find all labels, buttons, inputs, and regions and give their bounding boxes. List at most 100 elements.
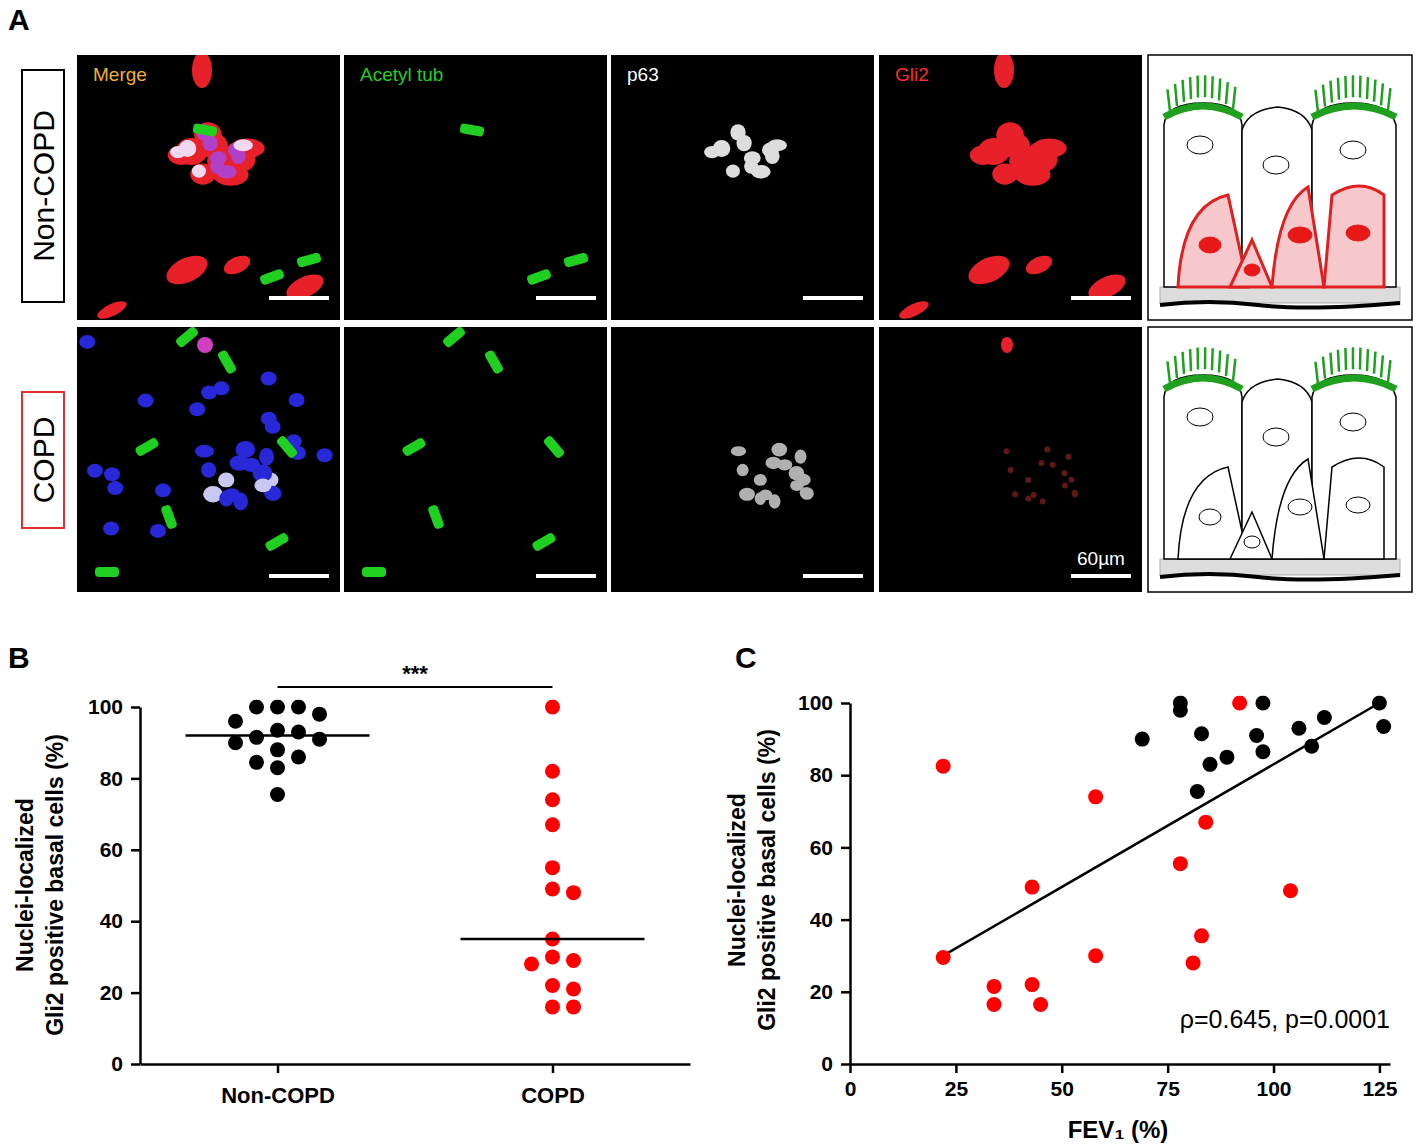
basal-cell (1324, 186, 1384, 287)
cilia-base (1164, 106, 1242, 117)
data-point (545, 978, 560, 993)
image-background (611, 55, 874, 320)
cell-cytoplasm (1066, 454, 1072, 460)
cell-cytoplasm (996, 122, 1024, 148)
data-point (1173, 856, 1188, 871)
tick-label: 100 (798, 691, 833, 714)
plot-area (186, 700, 645, 1015)
cilium (1219, 79, 1220, 101)
row-label-box (22, 70, 64, 302)
tick-label: 0 (821, 1052, 833, 1075)
nucleus (155, 483, 171, 497)
tick-mark (955, 1064, 958, 1073)
cilium (1381, 355, 1383, 377)
cilium (1359, 76, 1362, 98)
cell-cytoplasm (1003, 448, 1009, 454)
nucleus (265, 420, 281, 434)
tick: 100 (88, 695, 140, 718)
cilia (160, 504, 178, 530)
basal-nucleus (1244, 264, 1260, 276)
cell-cytoplasm (1072, 490, 1078, 496)
data-point (1376, 719, 1391, 734)
image-background (879, 327, 1142, 592)
data-point (270, 742, 285, 757)
data-point (1025, 977, 1040, 992)
basal-cell (1272, 187, 1324, 287)
micrograph (879, 327, 1142, 592)
cilia (531, 532, 557, 553)
tick-mark (552, 1064, 555, 1073)
cilia (484, 349, 505, 375)
tick: 0 (111, 1052, 140, 1075)
cilia (442, 327, 467, 349)
tick-mark (841, 1063, 850, 1066)
data-point (566, 999, 581, 1014)
tick: 40 (100, 909, 140, 932)
scale-bar (1071, 296, 1131, 300)
data-point (291, 749, 306, 764)
cell-cytoplasm (897, 298, 931, 320)
data-point (1194, 726, 1209, 741)
cilia (427, 504, 445, 530)
data-point (1317, 710, 1332, 725)
cilium (1366, 77, 1369, 99)
axis-title: Nuclei-localized (12, 798, 38, 972)
nucleus (103, 522, 119, 536)
panel-label: C (735, 641, 757, 674)
cilium (1338, 78, 1339, 100)
basal-nucleus (1346, 225, 1370, 241)
cell-cytoplasm (1044, 447, 1050, 453)
nucleus (317, 448, 333, 462)
plot-area (936, 696, 1391, 1012)
nucleus (754, 474, 767, 486)
tick: 100 (1257, 1064, 1292, 1100)
nucleus (289, 393, 305, 407)
data-point (936, 950, 951, 965)
data-point (249, 755, 264, 770)
tick-label: 80 (810, 763, 833, 786)
data-point (1304, 739, 1319, 754)
tick-mark (277, 1064, 280, 1073)
figure: ABCNon-COPDCOPDMergeAcetyl tubp63Gli260µ… (0, 0, 1418, 1148)
cell-cytoplasm (1061, 470, 1067, 476)
data-point (524, 957, 539, 972)
cilium (1204, 347, 1207, 369)
cilia (275, 435, 298, 460)
cilium (1366, 349, 1369, 371)
image-background (344, 55, 607, 320)
cilium (1374, 80, 1375, 102)
cilia (542, 435, 565, 460)
cilium (1189, 349, 1192, 371)
channel-label: Merge (93, 64, 147, 85)
cell-nucleus (1263, 428, 1289, 446)
cilia-base (1312, 106, 1396, 117)
nucleus (713, 140, 731, 157)
data-point (566, 982, 581, 997)
nucleus (726, 165, 740, 178)
tick-label: 100 (1257, 1077, 1292, 1100)
cilium (1330, 353, 1332, 375)
cell-cytoplasm (1032, 139, 1067, 158)
cilium (1352, 347, 1355, 369)
data-point (249, 730, 264, 745)
nucleus (79, 335, 95, 349)
tick-mark (841, 847, 850, 850)
cilium (1315, 90, 1318, 112)
tick-label: 0 (111, 1052, 123, 1075)
basal-nucleus (1346, 497, 1370, 513)
cilia (401, 437, 427, 458)
cilium (1189, 77, 1192, 99)
axis-line (141, 1063, 691, 1066)
nucleus (254, 478, 271, 492)
data-point (291, 700, 306, 715)
cell-cytoplasm (197, 337, 213, 353)
cilium (1388, 360, 1390, 382)
cilium (1196, 348, 1199, 370)
data-point (545, 949, 560, 964)
cilium (1226, 354, 1228, 376)
cilium (1374, 352, 1375, 374)
nucleus (192, 165, 206, 178)
micrograph (611, 327, 874, 592)
annotation: *** (402, 661, 428, 686)
axis: 0255075100125 (845, 1064, 1398, 1100)
